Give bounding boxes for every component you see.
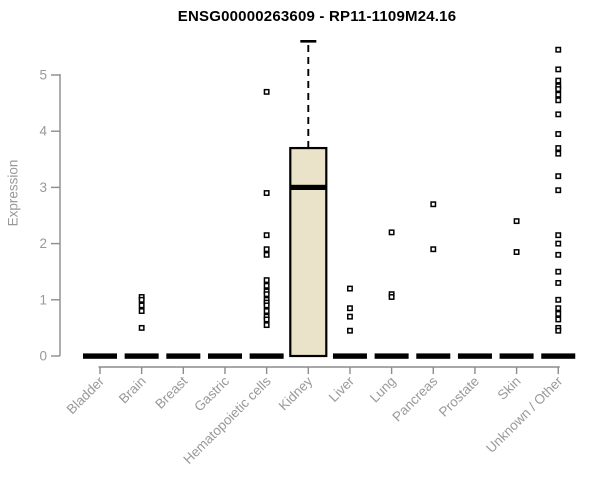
zero-value-box-lung [374, 353, 409, 359]
zero-value-box-skin [499, 353, 534, 359]
data-point-brain [138, 296, 145, 303]
data-point-unknown-other [555, 46, 562, 53]
data-point-unknown-other [555, 77, 562, 84]
data-point-unknown-other [555, 305, 562, 312]
x-tick-label-lung: Lung [367, 374, 399, 406]
y-tick-label: 1 [39, 292, 47, 307]
data-point-unknown-other [555, 145, 562, 152]
data-point-pancreas [430, 246, 437, 253]
data-point-hematopoietic-cells [263, 291, 270, 298]
data-point-unknown-other [555, 316, 562, 323]
data-point-brain [138, 324, 145, 331]
zero-value-box-unknown-other [541, 353, 576, 359]
zero-value-box-gastric [207, 353, 242, 359]
data-point-unknown-other [555, 232, 562, 239]
data-point-lung [388, 229, 395, 236]
y-tick-label: 0 [39, 349, 47, 364]
x-tick-label-liver: Liver [326, 373, 358, 405]
zero-value-box-liver [332, 353, 367, 359]
data-point-unknown-other [555, 268, 562, 275]
data-point-hematopoietic-cells [263, 251, 270, 258]
data-point-liver [347, 327, 353, 334]
data-point-skin [513, 218, 520, 225]
x-tick-label-brain: Brain [116, 374, 149, 407]
data-point-skin [513, 249, 520, 255]
data-point-hematopoietic-cells [263, 302, 270, 309]
data-point-liver [347, 313, 353, 320]
data-point-hematopoietic-cells [263, 282, 270, 289]
y-tick-label: 2 [39, 236, 47, 251]
chart-title: ENSG00000263609 - RP11-1109M24.16 [177, 8, 457, 25]
data-point-unknown-other [555, 173, 562, 180]
zero-value-box-hematopoietic-cells [249, 353, 284, 359]
data-point-pancreas [430, 201, 437, 208]
data-point-unknown-other [555, 97, 562, 104]
x-tick-label-prostate: Prostate [436, 374, 482, 420]
data-point-hematopoietic-cells [263, 316, 270, 323]
data-point-unknown-other [555, 251, 562, 258]
data-point-unknown-other [555, 131, 562, 137]
data-point-hematopoietic-cells [263, 322, 270, 329]
box-kidney [289, 146, 328, 358]
data-point-unknown-other [555, 240, 562, 247]
data-point-unknown-other [555, 310, 562, 317]
zero-value-box-pancreas [416, 353, 451, 359]
median-line-kidney [290, 184, 327, 190]
zero-value-box-prostate [457, 353, 492, 359]
zero-value-box-breast [166, 353, 201, 359]
y-tick-label: 3 [39, 180, 47, 195]
data-point-unknown-other [555, 187, 562, 194]
data-point-unknown-other [555, 327, 562, 334]
data-point-lung [388, 294, 395, 300]
data-point-unknown-other [555, 66, 562, 73]
y-tick-label: 5 [39, 68, 47, 83]
data-point-hematopoietic-cells [263, 277, 270, 284]
data-point-brain [138, 308, 145, 314]
data-point-unknown-other [555, 111, 562, 118]
y-tick-label: 4 [39, 124, 47, 139]
data-point-brain [138, 302, 145, 309]
data-point-unknown-other [555, 150, 562, 157]
x-tick-label-bladder: Bladder [64, 373, 108, 417]
x-tick-label-breast: Breast [152, 373, 190, 411]
x-tick-label-skin: Skin [495, 374, 524, 403]
data-point-hematopoietic-cells [263, 246, 270, 253]
data-point-unknown-other [555, 86, 562, 92]
x-tick-label-gastric: Gastric [191, 373, 232, 414]
data-point-hematopoietic-cells [263, 88, 270, 95]
x-tick-label-unknown-other: Unknown / Other [483, 373, 566, 456]
x-tick-label-kidney: Kidney [276, 373, 316, 413]
data-point-unknown-other [555, 279, 562, 286]
data-point-hematopoietic-cells [263, 308, 270, 314]
x-tick-label-pancreas: Pancreas [389, 373, 440, 424]
zero-value-box-brain [124, 353, 159, 359]
data-point-liver [347, 285, 353, 292]
zero-value-box-bladder [83, 353, 117, 359]
data-point-unknown-other [555, 296, 562, 303]
data-point-hematopoietic-cells [263, 190, 270, 196]
data-point-hematopoietic-cells [263, 232, 270, 239]
data-point-unknown-other [555, 91, 562, 98]
data-point-liver [347, 305, 353, 312]
